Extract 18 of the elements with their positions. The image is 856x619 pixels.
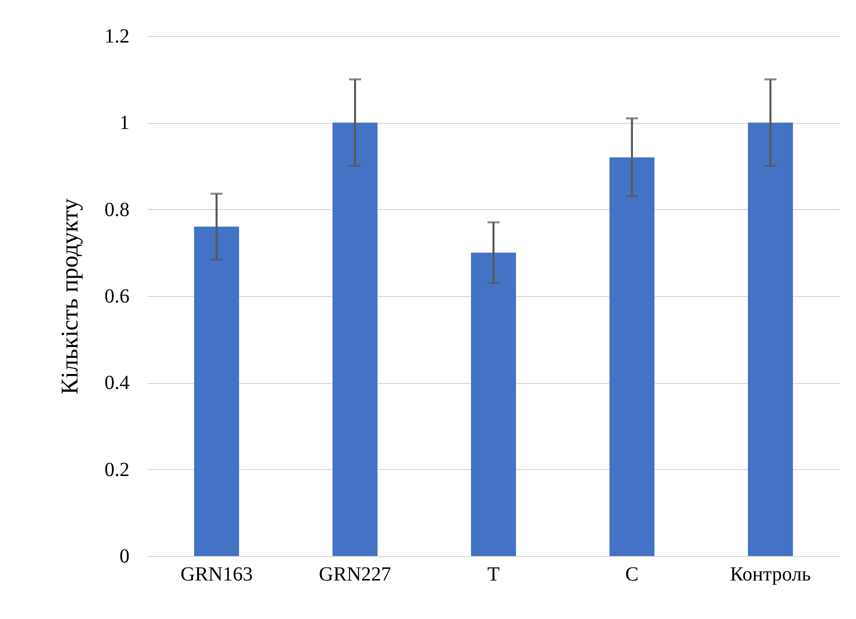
y-tick-label: 0	[120, 546, 130, 568]
y-tick-label: 0.2	[104, 458, 130, 481]
x-tick-label: GRN227	[318, 564, 392, 586]
bar	[332, 122, 378, 556]
x-tick-label: GRN163	[180, 564, 253, 586]
bar	[471, 252, 516, 556]
bar	[194, 226, 240, 556]
y-tick-label: 1.2	[104, 26, 130, 48]
y-axis-title: Кількість продукту	[58, 198, 84, 394]
y-tick-label: 0.8	[104, 198, 130, 221]
bar	[748, 122, 793, 556]
y-tick-label: 1	[120, 112, 130, 134]
x-tick-label: C	[625, 564, 639, 586]
bar	[609, 157, 654, 556]
y-tick-label: 0.6	[104, 286, 130, 308]
x-tick-label: T	[487, 564, 500, 586]
x-tick-label: Контроль	[730, 564, 811, 586]
y-tick-label: 0.4	[104, 372, 130, 394]
